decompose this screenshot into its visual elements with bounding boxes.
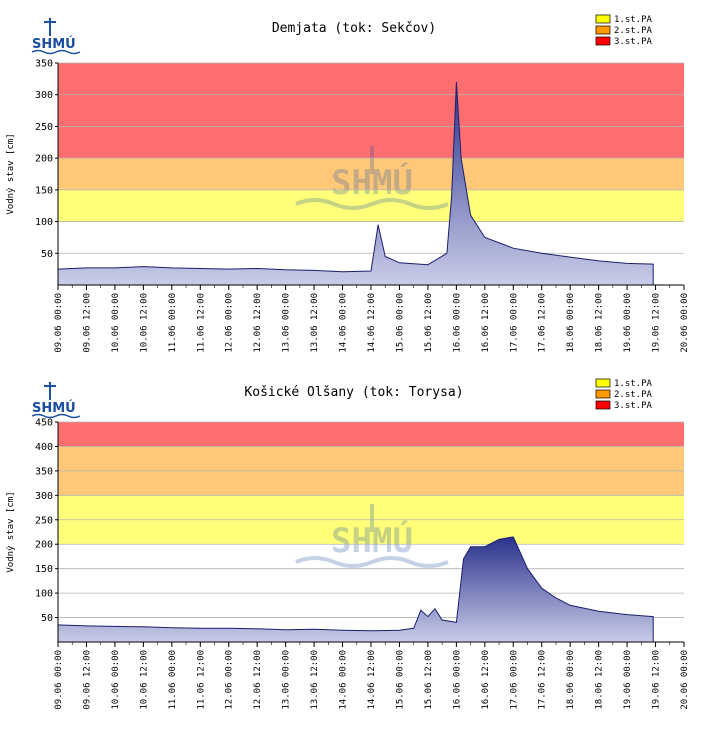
x-tick-label: 19.06 00:00 (623, 293, 633, 353)
x-tick-label: 09.06 00:00 (54, 293, 64, 353)
shmu-logo: SHMÚ (31, 382, 81, 419)
x-tick-label: 18.06 00:00 (566, 293, 576, 353)
y-tick-label: 150 (35, 564, 53, 575)
legend-swatch (595, 400, 611, 410)
x-tick-label: 15.06 00:00 (395, 650, 405, 710)
x-tick-label: 17.06 12:00 (538, 650, 548, 710)
y-tick-label: 150 (35, 185, 53, 196)
watermark-wave (295, 556, 449, 568)
chart-0: Demjata (tok: Sekčov)SHMÚ1.st.PA2.st.PA3… (6, 14, 690, 353)
watermark: SHMÚ (295, 504, 449, 568)
x-tick-label: 14.06 00:00 (339, 293, 349, 353)
alert-band (58, 189, 684, 222)
x-tick-label: 15.06 12:00 (424, 293, 434, 353)
x-tick-label: 14.06 12:00 (367, 293, 377, 353)
x-tick-label: 17.06 00:00 (509, 293, 519, 353)
y-tick-label: 100 (35, 589, 53, 600)
logo-text: SHMÚ (32, 36, 76, 52)
x-tick-label: 17.06 00:00 (509, 650, 519, 710)
y-tick-label: 400 (35, 442, 53, 453)
legend-label: 2.st.PA (614, 390, 653, 400)
x-tick-label: 15.06 12:00 (424, 650, 434, 710)
x-tick-label: 20.06 00:00 (680, 650, 690, 710)
y-tick-label: 300 (35, 491, 53, 502)
legend-label: 1.st.PA (614, 15, 653, 25)
y-tick-label: 350 (35, 466, 53, 477)
x-tick-label: 13.06 12:00 (310, 650, 320, 710)
x-tick-label: 16.06 00:00 (452, 650, 462, 710)
x-tick-label: 18.06 00:00 (566, 650, 576, 710)
x-tick-label: 19.06 00:00 (623, 650, 633, 710)
logo-wave (31, 413, 81, 419)
y-tick-label: 250 (35, 515, 53, 526)
x-tick-label: 10.06 12:00 (139, 293, 149, 353)
x-tick-label: 14.06 12:00 (367, 650, 377, 710)
legend-swatch (595, 36, 611, 46)
watermark: SHMÚ (295, 146, 449, 210)
x-tick-label: 10.06 00:00 (111, 650, 121, 710)
x-tick-label: 14.06 00:00 (339, 650, 349, 710)
chart-1: Košické Olšany (tok: Torysa)SHMÚ1.st.PA2… (6, 378, 690, 710)
legend-swatch (595, 14, 611, 24)
x-tick-label: 19.06 12:00 (652, 650, 662, 710)
alert-band (58, 158, 684, 190)
x-tick-label: 12.06 00:00 (225, 650, 235, 710)
x-tick-label: 18.06 12:00 (595, 293, 605, 353)
y-tick-label: 300 (35, 90, 53, 101)
legend-label: 2.st.PA (614, 26, 653, 36)
shmu-logo: SHMÚ (31, 18, 81, 55)
x-tick-label: 20.06 00:00 (680, 293, 690, 353)
x-tick-label: 11.06 12:00 (196, 293, 206, 353)
watermark-text: SHMÚ (331, 162, 413, 203)
watermark-text: SHMÚ (331, 520, 413, 561)
x-tick-label: 11.06 00:00 (168, 650, 178, 710)
legend-label: 3.st.PA (614, 37, 653, 47)
x-tick-label: 10.06 00:00 (111, 293, 121, 353)
x-tick-label: 16.06 00:00 (452, 293, 462, 353)
y-tick-label: 200 (35, 154, 53, 165)
x-tick-label: 18.06 12:00 (595, 650, 605, 710)
x-tick-label: 11.06 12:00 (196, 650, 206, 710)
x-tick-label: 10.06 12:00 (139, 650, 149, 710)
y-tick-label: 50 (41, 613, 53, 624)
y-tick-label: 50 (41, 249, 53, 260)
x-tick-label: 13.06 00:00 (282, 293, 292, 353)
legend-swatch (595, 378, 611, 388)
x-tick-label: 11.06 00:00 (168, 293, 178, 353)
water-level-area (57, 81, 654, 286)
x-tick-label: 17.06 12:00 (538, 293, 548, 353)
alert-band (58, 63, 684, 159)
x-tick-label: 19.06 12:00 (652, 293, 662, 353)
x-tick-label: 15.06 00:00 (395, 293, 405, 353)
y-axis-label: Vodný stav [cm] (6, 133, 16, 214)
x-tick-label: 09.06 12:00 (82, 293, 92, 353)
x-tick-label: 12.06 00:00 (225, 293, 235, 353)
x-tick-label: 12.06 12:00 (253, 650, 263, 710)
x-tick-label: 12.06 12:00 (253, 293, 263, 353)
y-tick-label: 250 (35, 122, 53, 133)
legend-swatch (595, 389, 611, 399)
legend-swatch (595, 25, 611, 35)
x-tick-label: 09.06 00:00 (54, 650, 64, 710)
y-tick-label: 100 (35, 217, 53, 228)
x-tick-label: 16.06 12:00 (481, 650, 491, 710)
logo-text: SHMÚ (32, 400, 76, 416)
legend-label: 3.st.PA (614, 401, 653, 411)
y-axis-label: Vodný stav [cm] (6, 491, 16, 572)
legend-label: 1.st.PA (614, 379, 653, 389)
y-tick-label: 200 (35, 540, 53, 551)
x-tick-label: 13.06 00:00 (282, 650, 292, 710)
logo-wave (31, 49, 81, 55)
watermark-wave (295, 198, 449, 210)
alert-band (58, 422, 684, 447)
chart-title: Demjata (tok: Sekčov) (272, 21, 436, 36)
x-tick-label: 16.06 12:00 (481, 293, 491, 353)
y-tick-label: 450 (35, 418, 53, 429)
y-tick-label: 350 (35, 59, 53, 70)
x-tick-label: 13.06 12:00 (310, 293, 320, 353)
x-tick-label: 09.06 12:00 (82, 650, 92, 710)
chart-title: Košické Olšany (tok: Torysa) (244, 385, 463, 400)
water-level-area (57, 536, 654, 643)
